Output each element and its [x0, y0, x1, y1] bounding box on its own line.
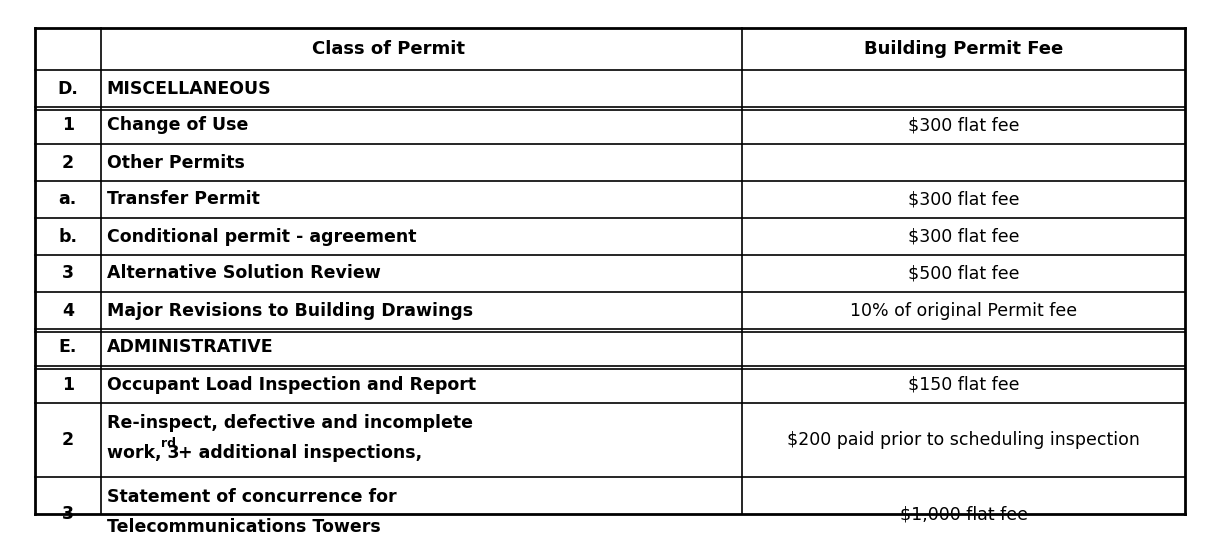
- Text: $1,000 flat fee: $1,000 flat fee: [899, 505, 1027, 523]
- Text: Alternative Solution Review: Alternative Solution Review: [106, 264, 381, 282]
- Text: 2: 2: [62, 153, 74, 171]
- Text: b.: b.: [59, 228, 77, 246]
- Text: $300 flat fee: $300 flat fee: [908, 190, 1020, 209]
- Text: 3: 3: [62, 505, 73, 523]
- Text: Building Permit Fee: Building Permit Fee: [864, 40, 1064, 58]
- Text: Occupant Load Inspection and Report: Occupant Load Inspection and Report: [106, 376, 476, 393]
- Text: Conditional permit - agreement: Conditional permit - agreement: [106, 228, 416, 246]
- Text: $150 flat fee: $150 flat fee: [908, 376, 1020, 393]
- Text: 10% of original Permit fee: 10% of original Permit fee: [850, 301, 1077, 319]
- Text: 4: 4: [62, 301, 73, 319]
- Text: D.: D.: [57, 80, 78, 98]
- Text: MISCELLANEOUS: MISCELLANEOUS: [106, 80, 271, 98]
- Text: Re-inspect, defective and incomplete: Re-inspect, defective and incomplete: [106, 414, 472, 432]
- Text: $500 flat fee: $500 flat fee: [908, 264, 1020, 282]
- Text: E.: E.: [59, 339, 77, 357]
- Text: rd: rd: [161, 437, 176, 450]
- Text: 2: 2: [62, 431, 74, 449]
- Text: Statement of concurrence for: Statement of concurrence for: [106, 488, 396, 506]
- Text: 3: 3: [62, 264, 73, 282]
- Text: ADMINISTRATIVE: ADMINISTRATIVE: [106, 339, 273, 357]
- Text: $300 flat fee: $300 flat fee: [908, 117, 1020, 134]
- Text: work, 3: work, 3: [106, 444, 179, 462]
- Text: a.: a.: [59, 190, 77, 209]
- Text: $300 flat fee: $300 flat fee: [908, 228, 1020, 246]
- Text: + additional inspections,: + additional inspections,: [172, 444, 422, 462]
- Text: Other Permits: Other Permits: [106, 153, 244, 171]
- Text: 1: 1: [62, 376, 74, 393]
- Text: Class of Permit: Class of Permit: [312, 40, 465, 58]
- Text: Telecommunications Towers: Telecommunications Towers: [106, 518, 381, 537]
- Text: $200 paid prior to scheduling inspection: $200 paid prior to scheduling inspection: [787, 431, 1139, 449]
- Text: Major Revisions to Building Drawings: Major Revisions to Building Drawings: [106, 301, 472, 319]
- Text: 1: 1: [62, 117, 74, 134]
- Text: Transfer Permit: Transfer Permit: [106, 190, 260, 209]
- Text: Change of Use: Change of Use: [106, 117, 248, 134]
